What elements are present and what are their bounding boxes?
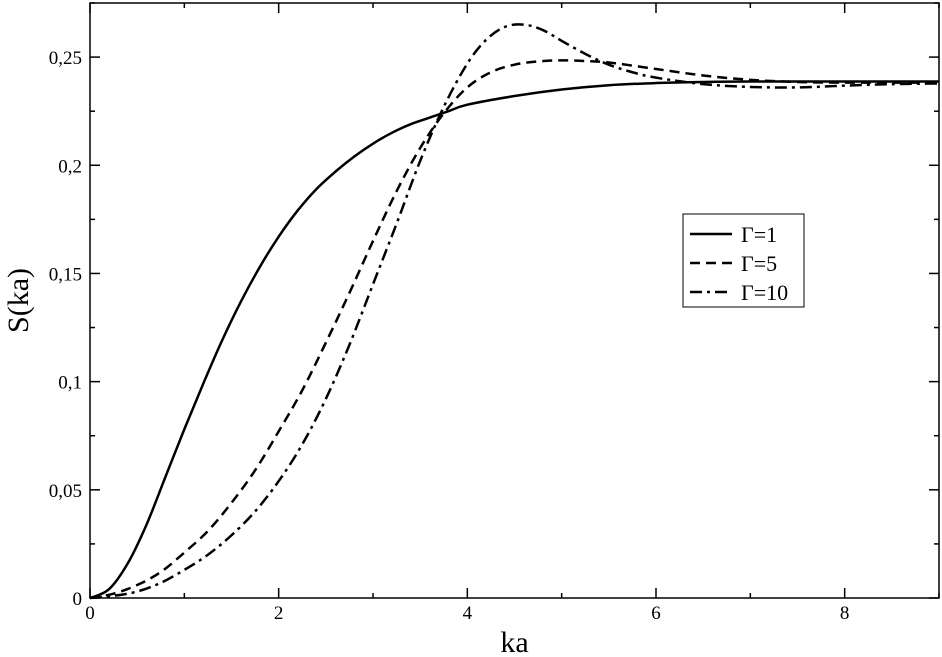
legend-label-2: Γ=5 — [741, 251, 777, 276]
legend: Γ=1 Γ=5 Γ=10 — [682, 213, 805, 308]
y-tick-label: 0,25 — [49, 48, 82, 69]
x-tick-label: 2 — [274, 603, 284, 624]
x-axis-ticks: 0 2 4 6 8 — [85, 3, 940, 624]
x-tick-label: 6 — [651, 603, 661, 624]
y-tick-label: 0,05 — [49, 481, 82, 502]
series-line-2 — [89, 59, 939, 600]
y-tick-label: 0,2 — [58, 156, 82, 177]
legend-label-3: Γ=10 — [741, 280, 788, 305]
x-axis-label: ka — [500, 626, 528, 657]
y-tick-label: 0,1 — [58, 373, 82, 394]
legend-label-1: Γ=1 — [741, 222, 777, 247]
y-tick-label: 0 — [73, 589, 83, 610]
y-axis-ticks: 0 0,05 0,1 0,15 0,2 0,25 — [49, 2, 939, 610]
legend-box — [682, 213, 805, 308]
plot-lines — [89, 23, 940, 600]
legend-items: Γ=1 Γ=5 Γ=10 — [690, 222, 788, 305]
y-tick-label: 0,15 — [49, 264, 82, 285]
x-tick-label: 0 — [85, 603, 95, 624]
x-tick-label: 8 — [840, 603, 850, 624]
y-axis-label: S(ka) — [2, 268, 35, 333]
series-line-1 — [89, 80, 939, 600]
plot-frame — [89, 2, 940, 599]
x-tick-label: 4 — [463, 603, 473, 624]
series-line-3 — [89, 23, 940, 600]
